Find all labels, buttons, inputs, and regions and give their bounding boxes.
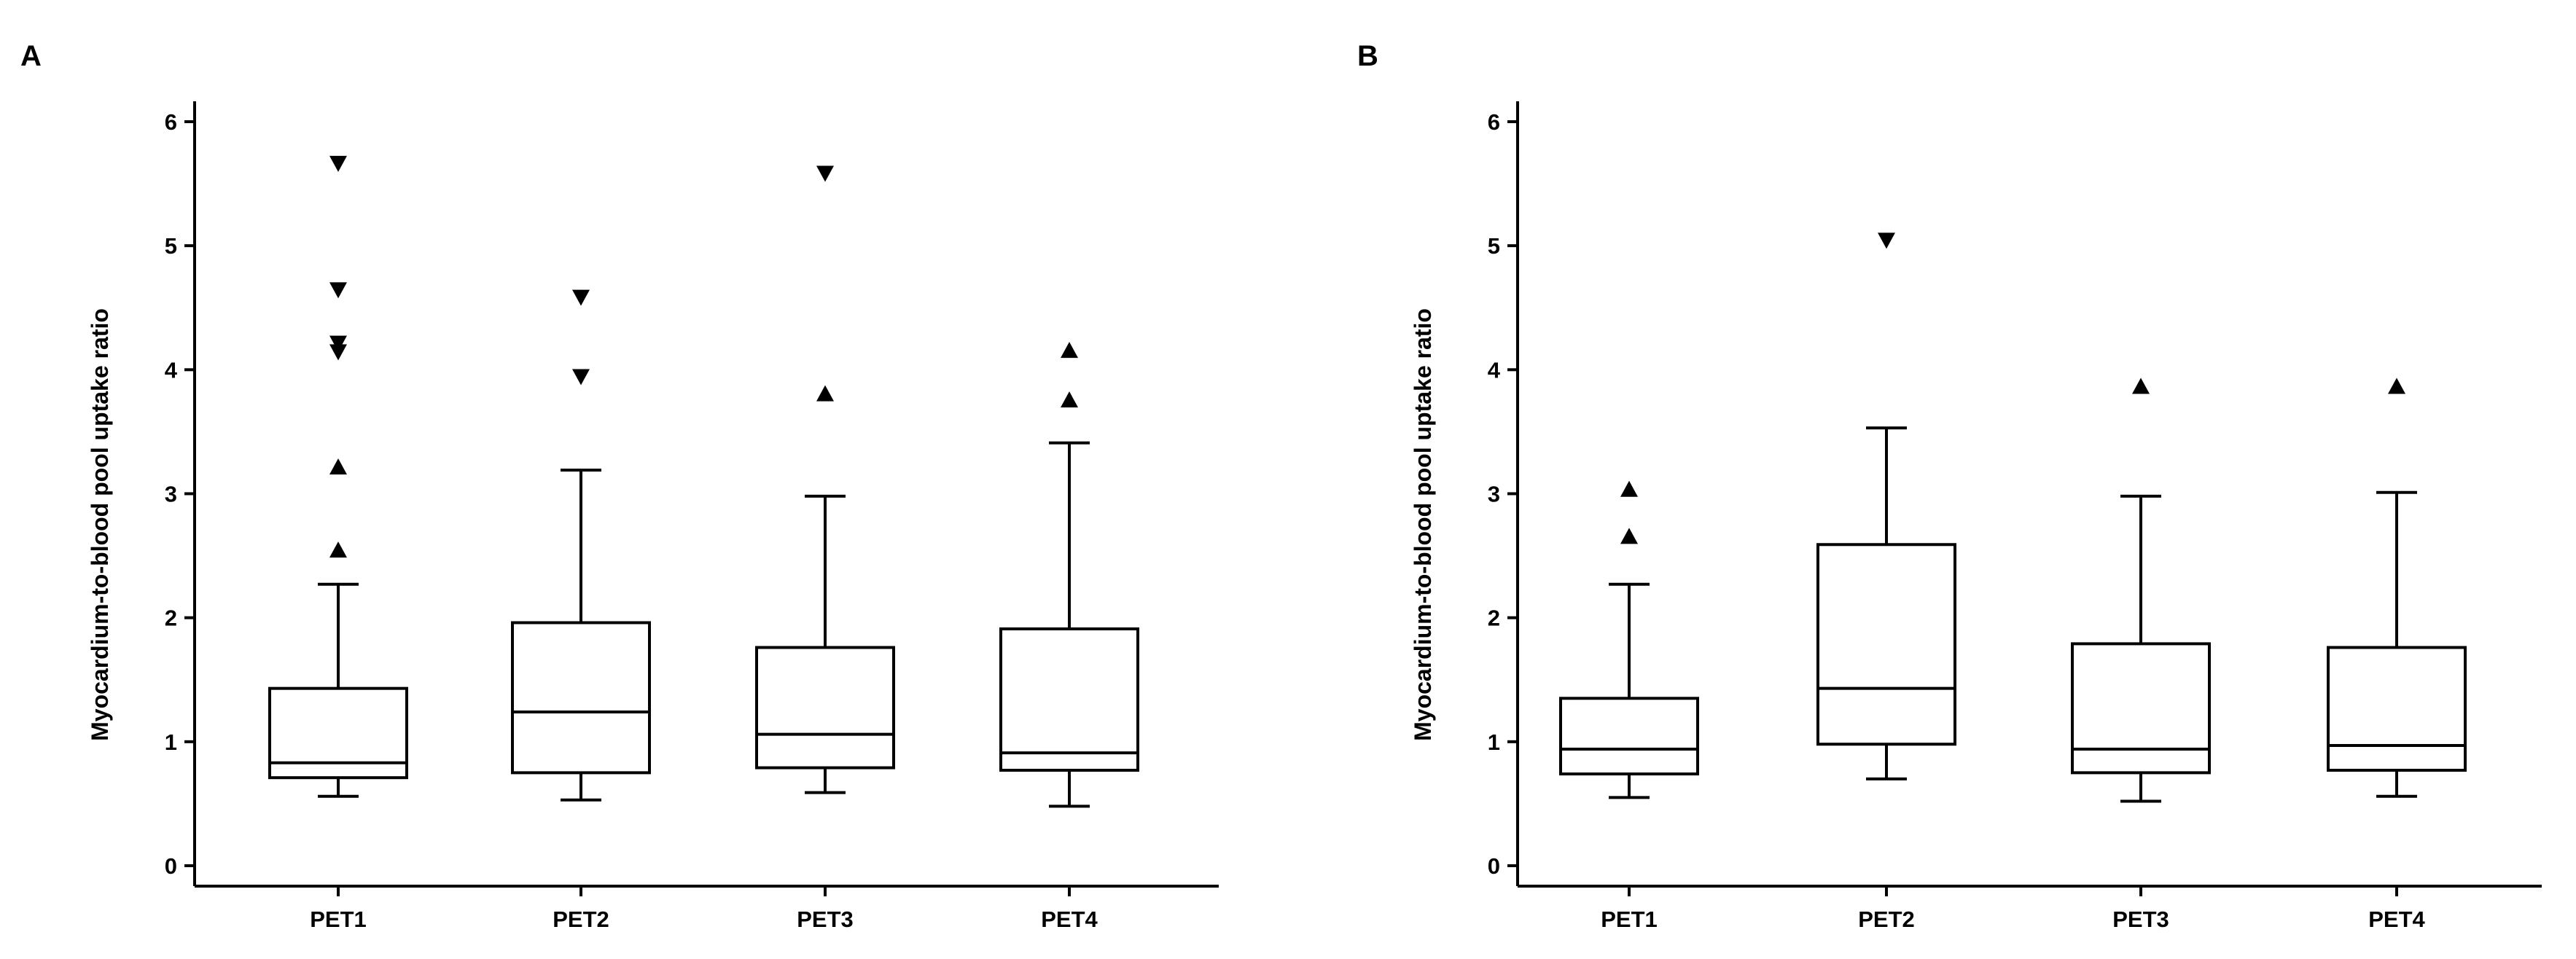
box-pet1 [268, 155, 408, 798]
iqr-box [1816, 543, 1956, 746]
y-tick-label: 0 [165, 853, 177, 879]
box-pet2 [1816, 232, 1956, 780]
outlier-triangle-up [329, 458, 347, 475]
iqr-box [511, 621, 651, 775]
box-pet3 [755, 165, 895, 794]
box-pet4 [999, 342, 1139, 808]
outlier-triangle-up [2132, 377, 2150, 394]
y-axis-label: Myocardium-to-blood pool uptake ratio [87, 308, 113, 741]
y-axis-label: Myocardium-to-blood pool uptake ratio [1410, 308, 1436, 741]
panel-label: A [20, 40, 42, 72]
y-tick-label: 5 [1488, 233, 1500, 259]
outlier-triangle-up [816, 385, 834, 402]
y-tick-label: 4 [1488, 357, 1501, 383]
y-tick-label: 4 [165, 357, 178, 383]
iqr-box [1559, 697, 1699, 776]
outlier-triangle-up [1620, 480, 1638, 497]
y-tick-label: 1 [1488, 729, 1500, 755]
outlier-triangle-down [329, 282, 347, 299]
y-tick-label: 2 [1488, 606, 1500, 631]
outlier-triangle-up [329, 541, 347, 558]
y-tick-label: 1 [165, 729, 177, 755]
x-tick-label: PET4 [2368, 907, 2425, 932]
y-tick-label: 3 [165, 482, 177, 507]
panel-b: B Myocardium-to-blood pool uptake ratio … [1357, 40, 2542, 932]
outlier-triangle-down [329, 335, 347, 352]
x-tick-label: PET2 [553, 907, 609, 932]
x-tick-label: PET3 [797, 907, 854, 932]
y-tick-label: 6 [165, 109, 177, 135]
box-pet1 [1559, 480, 1699, 799]
iqr-box [999, 627, 1139, 772]
y-tick-label: 3 [1488, 482, 1500, 507]
box-pet3 [2071, 377, 2211, 803]
x-tick-label: PET2 [1858, 907, 1915, 932]
panel-label: B [1357, 40, 1378, 72]
outlier-triangle-up [2388, 377, 2405, 394]
outlier-triangle-down [572, 289, 590, 306]
outlier-triangle-down [1878, 232, 1895, 249]
x-tick-label: PET4 [1041, 907, 1098, 932]
outlier-triangle-down [329, 344, 347, 361]
outlier-triangle-down [816, 165, 834, 182]
outlier-triangle-up [1061, 391, 1078, 408]
panel-a: A Myocardium-to-blood pool uptake ratio … [20, 40, 1219, 932]
outlier-triangle-down [572, 369, 590, 385]
outlier-triangle-up [1061, 342, 1078, 359]
x-tick-label: PET1 [310, 907, 367, 932]
x-tick-label: PET1 [1601, 907, 1658, 932]
x-tick-label: PET3 [2112, 907, 2169, 932]
box-pet2 [511, 289, 651, 802]
iqr-box [268, 686, 408, 780]
outlier-triangle-down [329, 155, 347, 172]
y-tick-label: 0 [1488, 853, 1500, 879]
y-tick-label: 5 [165, 233, 177, 259]
y-tick-label: 2 [165, 606, 177, 631]
iqr-box [2327, 646, 2467, 772]
y-tick-label: 6 [1488, 109, 1500, 135]
box-pet4 [2327, 377, 2467, 798]
outlier-triangle-up [1620, 528, 1638, 544]
iqr-box [755, 646, 895, 770]
iqr-box [2071, 642, 2211, 775]
